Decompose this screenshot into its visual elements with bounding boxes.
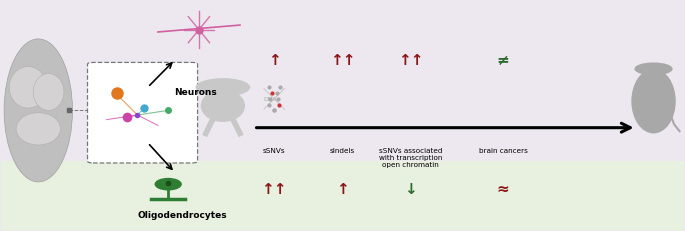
Text: sSNVs associated
with transcription
open chromatin: sSNVs associated with transcription open… xyxy=(379,148,443,167)
Ellipse shape xyxy=(201,90,245,122)
Ellipse shape xyxy=(16,113,60,145)
Ellipse shape xyxy=(9,67,47,109)
FancyBboxPatch shape xyxy=(88,63,197,163)
Text: sSNVs: sSNVs xyxy=(263,148,286,154)
Text: Oligodendrocytes: Oligodendrocytes xyxy=(137,210,227,219)
Circle shape xyxy=(634,63,673,76)
Text: ↑↑: ↑↑ xyxy=(262,182,287,196)
Text: ≠: ≠ xyxy=(497,53,510,68)
Text: brain cancers: brain cancers xyxy=(479,148,527,154)
Text: ↑↑: ↑↑ xyxy=(398,53,423,68)
Text: ≈: ≈ xyxy=(497,182,510,196)
Bar xyxy=(1,161,684,230)
Text: Neurons: Neurons xyxy=(174,88,217,97)
Ellipse shape xyxy=(4,40,73,182)
Text: ↑: ↑ xyxy=(268,53,281,68)
Text: DNA: DNA xyxy=(264,97,277,102)
Ellipse shape xyxy=(155,178,182,191)
Ellipse shape xyxy=(632,70,676,134)
Circle shape xyxy=(195,79,250,97)
Text: ↑: ↑ xyxy=(336,182,349,196)
Text: ↑↑: ↑↑ xyxy=(329,53,356,68)
Text: ↓: ↓ xyxy=(404,182,417,196)
Ellipse shape xyxy=(33,74,64,111)
Text: sIndels: sIndels xyxy=(330,148,355,154)
